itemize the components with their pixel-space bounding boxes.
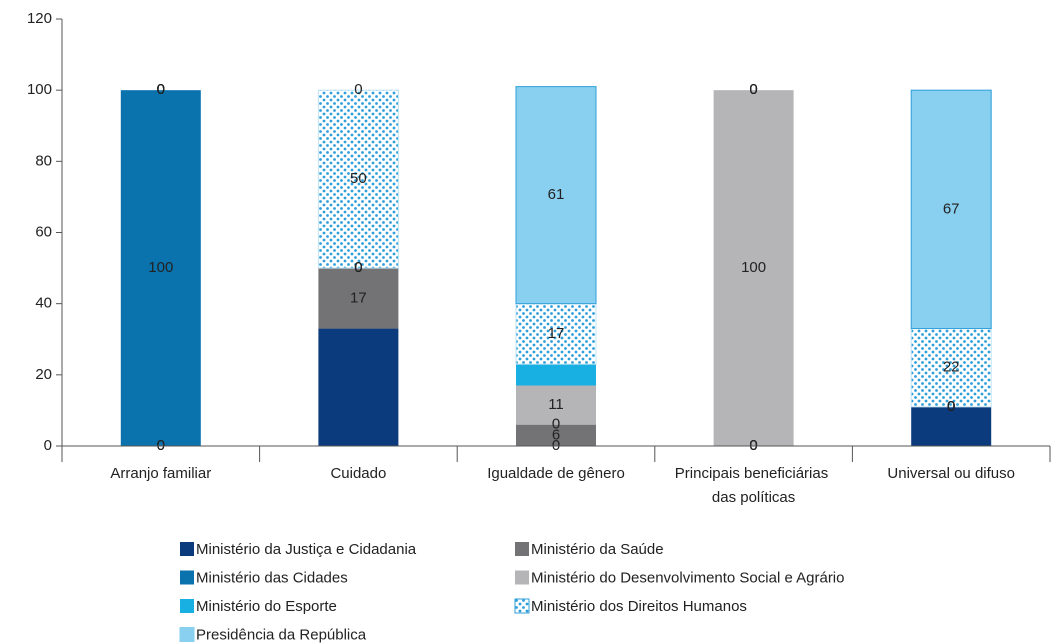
- data-label: 0: [354, 259, 362, 276]
- x-tick-label: Principais beneficiárias das políticas: [675, 465, 833, 506]
- data-label: 0: [947, 398, 955, 415]
- x-tick-label: Cuidado: [330, 465, 386, 482]
- bar-segment: [318, 328, 399, 446]
- legend-swatch: [180, 570, 194, 585]
- data-label: 17: [548, 325, 565, 342]
- x-tick-label: Universal ou difuso: [887, 465, 1015, 482]
- legend-swatch: [180, 599, 194, 613]
- data-label: 0: [157, 81, 165, 98]
- data-label: 6: [552, 426, 560, 443]
- y-tick-label: 100: [27, 81, 52, 98]
- bar-segment: [515, 303, 597, 365]
- legend-label: Ministério da Saúde: [531, 541, 664, 558]
- data-label: 0: [157, 81, 165, 98]
- bar-segment: [318, 268, 399, 329]
- data-label: 0: [157, 81, 165, 98]
- legend-label: Presidência da República: [196, 626, 367, 643]
- data-label: 22: [943, 359, 960, 376]
- bar-segment: [120, 90, 201, 447]
- bar-segment: [910, 328, 992, 408]
- y-tick-label: 120: [27, 10, 52, 27]
- legend-label: Ministério dos Direitos Humanos: [531, 598, 747, 615]
- bar-segment: [713, 90, 794, 447]
- data-label: 0: [157, 437, 165, 454]
- data-label: 0: [354, 259, 362, 276]
- data-label: 0: [947, 398, 955, 415]
- y-tick-label: 20: [35, 366, 52, 383]
- y-tick-label: 60: [35, 223, 52, 240]
- data-label: 100: [741, 259, 766, 276]
- x-tick-label: Arranjo familiar: [110, 465, 211, 482]
- data-label: 0: [354, 259, 362, 276]
- data-label: 67: [943, 200, 960, 217]
- bar-segment: [515, 86, 597, 305]
- legend-label: Ministério da Justiça e Cidadania: [196, 541, 417, 558]
- legend-swatch: [515, 542, 529, 556]
- data-label: 0: [947, 398, 955, 415]
- data-label: 0: [749, 437, 757, 454]
- y-tick-label: 80: [35, 152, 52, 169]
- data-label: 0: [749, 81, 757, 98]
- data-label: 17: [350, 289, 367, 306]
- legend-label: Ministério do Desenvolvimento Social e A…: [531, 569, 844, 586]
- data-label: 0: [749, 81, 757, 98]
- data-label: 0: [749, 437, 757, 454]
- legend-label: Ministério do Esporte: [196, 598, 337, 615]
- bar-segment: [910, 89, 992, 330]
- legend-swatch: [515, 570, 529, 585]
- legend-swatch: [514, 598, 530, 614]
- y-tick-label: 0: [44, 437, 52, 454]
- bar-segment: [516, 364, 596, 386]
- legend-swatch: [179, 627, 195, 642]
- data-label: 0: [157, 437, 165, 454]
- data-label: 0: [552, 437, 560, 454]
- y-tick-label: 40: [35, 295, 52, 312]
- bar-segment: [911, 406, 992, 446]
- bar-segment: [317, 89, 399, 269]
- data-label: 0: [749, 81, 757, 98]
- bar-segment: [516, 385, 596, 425]
- data-label: 11: [548, 396, 564, 413]
- legend-label: Ministério das Cidades: [196, 569, 348, 586]
- data-label: 61: [548, 186, 565, 203]
- data-label: 0: [157, 81, 165, 98]
- bar-segment: [516, 424, 596, 446]
- x-tick-label: Igualdade de gênero: [487, 465, 625, 482]
- data-label: 0: [354, 81, 362, 98]
- data-label: 50: [350, 170, 367, 187]
- data-label: 0: [947, 398, 955, 415]
- data-label: 100: [148, 259, 173, 276]
- data-label: 0: [749, 437, 757, 454]
- legend-swatch: [180, 542, 194, 556]
- data-label: 0: [552, 416, 560, 433]
